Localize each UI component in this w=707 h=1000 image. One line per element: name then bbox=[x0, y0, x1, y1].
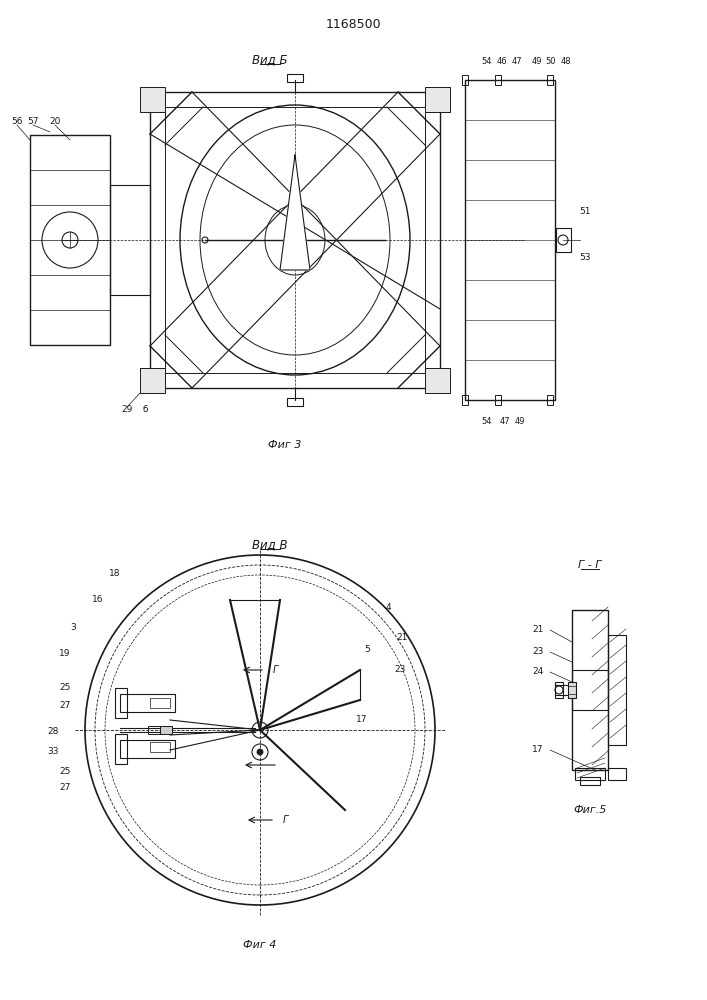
Bar bbox=[150, 698, 170, 708]
Text: 17: 17 bbox=[356, 716, 368, 724]
Bar bbox=[555, 682, 563, 698]
Text: Вид Б: Вид Б bbox=[252, 53, 288, 66]
Text: 57: 57 bbox=[28, 117, 39, 126]
Text: 27: 27 bbox=[59, 702, 71, 710]
Text: 56: 56 bbox=[11, 117, 23, 126]
Text: 20: 20 bbox=[49, 117, 61, 126]
Bar bbox=[568, 682, 576, 698]
Text: 47: 47 bbox=[512, 57, 522, 66]
Bar bbox=[462, 395, 468, 405]
Circle shape bbox=[257, 749, 263, 755]
Bar bbox=[580, 777, 600, 785]
Bar bbox=[148, 726, 160, 734]
Bar bbox=[465, 80, 555, 400]
Text: 21: 21 bbox=[397, 634, 408, 643]
Bar bbox=[287, 398, 303, 406]
Text: 54: 54 bbox=[481, 57, 492, 66]
Text: 33: 33 bbox=[47, 748, 59, 756]
Text: 51: 51 bbox=[579, 208, 591, 217]
Bar bbox=[547, 75, 553, 85]
Bar bbox=[575, 768, 605, 780]
Text: 5: 5 bbox=[364, 646, 370, 654]
Text: 4: 4 bbox=[385, 603, 391, 612]
Text: 25: 25 bbox=[59, 684, 71, 692]
Bar bbox=[572, 670, 608, 710]
Text: 53: 53 bbox=[579, 253, 591, 262]
Bar bbox=[547, 395, 553, 405]
Polygon shape bbox=[280, 155, 310, 270]
Bar bbox=[120, 694, 175, 712]
Bar bbox=[115, 688, 127, 718]
Text: 17: 17 bbox=[532, 746, 544, 754]
Bar bbox=[425, 368, 450, 393]
Text: Г: Г bbox=[272, 665, 278, 675]
Bar bbox=[165, 107, 425, 373]
Text: 49: 49 bbox=[532, 57, 542, 66]
Text: 46: 46 bbox=[497, 57, 508, 66]
Bar bbox=[608, 635, 626, 745]
Text: 21: 21 bbox=[532, 626, 544, 635]
Text: 23: 23 bbox=[395, 666, 406, 674]
Text: 47: 47 bbox=[500, 418, 510, 426]
Bar bbox=[150, 92, 440, 388]
Text: 24: 24 bbox=[532, 668, 544, 676]
Text: 18: 18 bbox=[110, 568, 121, 578]
Bar bbox=[572, 610, 608, 770]
Text: Фиг 4: Фиг 4 bbox=[243, 940, 276, 950]
Text: 3: 3 bbox=[70, 624, 76, 633]
Bar bbox=[140, 87, 165, 112]
Text: 29: 29 bbox=[122, 406, 133, 414]
Bar bbox=[160, 726, 172, 734]
Text: Фиг 3: Фиг 3 bbox=[269, 440, 302, 450]
Text: Фиг.5: Фиг.5 bbox=[573, 805, 607, 815]
Bar bbox=[495, 395, 501, 405]
Text: 48: 48 bbox=[561, 57, 571, 66]
Bar bbox=[110, 185, 150, 295]
Bar bbox=[150, 742, 170, 752]
Text: 25: 25 bbox=[59, 768, 71, 776]
Bar bbox=[425, 87, 450, 112]
Bar bbox=[556, 228, 571, 252]
Bar bbox=[495, 75, 501, 85]
Text: 19: 19 bbox=[59, 650, 71, 658]
Text: 16: 16 bbox=[92, 595, 104, 604]
Text: 49: 49 bbox=[515, 418, 525, 426]
Text: Г - Г: Г - Г bbox=[578, 560, 602, 570]
Text: б: б bbox=[142, 406, 148, 414]
Bar bbox=[287, 74, 303, 82]
Text: 1168500: 1168500 bbox=[325, 18, 381, 31]
Bar bbox=[30, 135, 110, 345]
Text: 23: 23 bbox=[532, 648, 544, 656]
Text: 28: 28 bbox=[47, 728, 59, 736]
Text: 27: 27 bbox=[59, 782, 71, 792]
Bar bbox=[140, 368, 165, 393]
Bar bbox=[462, 75, 468, 85]
Text: Г: Г bbox=[282, 815, 288, 825]
Text: Вид В: Вид В bbox=[252, 538, 288, 552]
Text: 50: 50 bbox=[546, 57, 556, 66]
Bar bbox=[608, 768, 626, 780]
Text: 54: 54 bbox=[481, 418, 492, 426]
Bar bbox=[120, 740, 175, 758]
Bar bbox=[115, 734, 127, 764]
